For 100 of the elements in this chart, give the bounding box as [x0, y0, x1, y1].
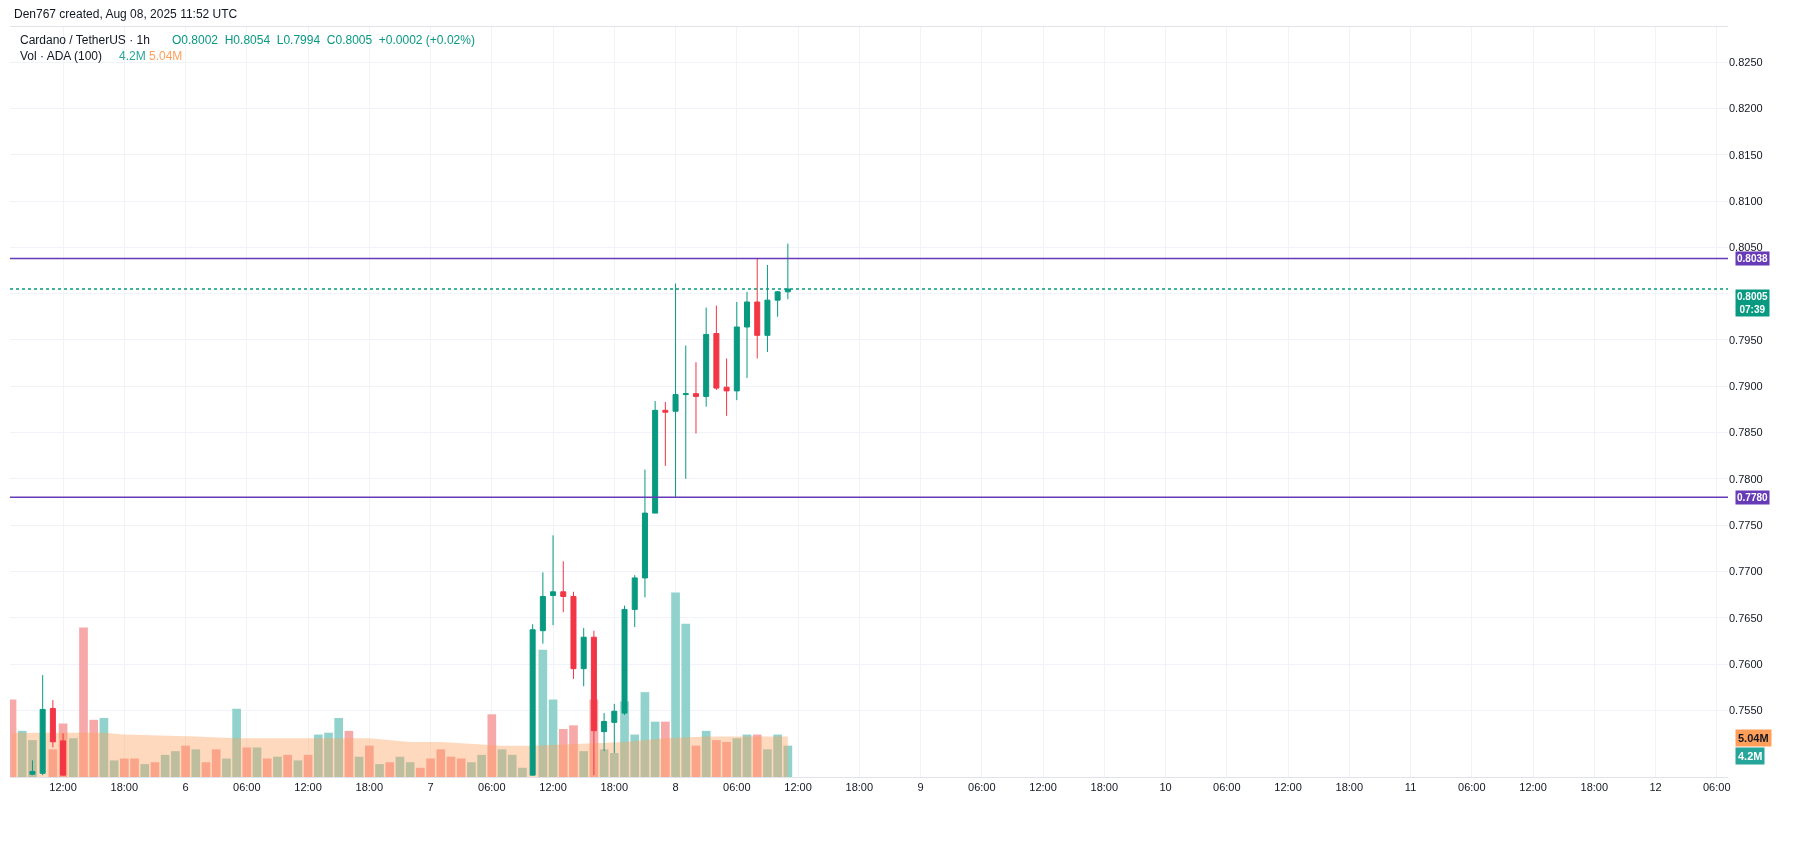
bar [344, 730, 354, 777]
bar [497, 749, 507, 777]
candlestick [682, 345, 689, 480]
x-tick-label: 12:00 [784, 781, 812, 794]
bar [375, 764, 384, 777]
ref-line-label: 0.7780 [1737, 492, 1769, 503]
bar [650, 721, 660, 777]
bar [395, 756, 405, 777]
candlestick [611, 703, 618, 754]
candlestick [703, 307, 710, 408]
x-tick-label: 18:00 [1335, 781, 1364, 794]
y-tick-label: 0.7750 [1729, 519, 1763, 531]
x-tick-label: 18:00 [110, 781, 139, 794]
candlestick [713, 305, 720, 391]
y-tick-label: 0.7850 [1729, 426, 1763, 439]
bar [273, 756, 282, 777]
x-tick-label: 06:00 [1703, 781, 1731, 794]
y-tick-label: 0.7800 [1729, 472, 1763, 485]
bar [303, 754, 313, 777]
candlestick [560, 560, 567, 613]
bar [48, 749, 58, 777]
bar [661, 721, 670, 777]
ref-line-label: 0.8038 [1737, 253, 1769, 264]
y-tick-label: 0.8200 [1729, 102, 1763, 115]
text: O0.8002 H0.8054 L0.7994 C0.8005 +0.0002 (+0.02%) [172, 33, 475, 47]
x-tick-label: 7 [427, 781, 434, 794]
candlestick [539, 571, 546, 645]
bar [293, 760, 303, 777]
x-tick-label: 06:00 [968, 781, 996, 794]
bar [701, 730, 711, 777]
y-tick-label: 0.8250 [1729, 56, 1763, 69]
bar [446, 756, 456, 777]
bar [211, 749, 221, 777]
candlestick [529, 623, 536, 776]
y-tick-label: 0.8050 [1729, 241, 1763, 254]
x-tick-label: 06:00 [1213, 781, 1241, 794]
bar [456, 758, 466, 777]
candlestick [692, 361, 699, 434]
annotation: 5.04M [149, 49, 183, 63]
bar [752, 734, 762, 777]
x-tick-label: 8 [672, 781, 679, 794]
y-tick-label: 0.8150 [1729, 148, 1763, 161]
chart-title: Vol · ADA (100) [20, 49, 103, 63]
bar [487, 714, 497, 777]
candlestick [49, 699, 56, 748]
bar [109, 760, 119, 777]
bar [68, 738, 78, 777]
candlestick [641, 469, 648, 598]
bar [99, 717, 109, 777]
x-tick-label: 12:00 [539, 781, 567, 794]
bar [732, 738, 742, 777]
x-tick-label: 12:00 [49, 781, 77, 794]
candlestick [631, 574, 638, 628]
x-tick-label: 12 [1649, 781, 1662, 794]
candlestick [580, 627, 587, 687]
candlestick [570, 591, 577, 680]
candlestick [39, 674, 46, 776]
bar [691, 745, 701, 777]
x-tick-label: 12:00 [1029, 781, 1057, 794]
x-tick-label: 06:00 [233, 781, 261, 794]
y-tick-label: 0.7650 [1729, 611, 1763, 624]
bar [783, 745, 793, 777]
x-tick-label: 18:00 [355, 781, 384, 794]
x-tick-label: 12:00 [294, 781, 322, 794]
bar [385, 762, 395, 777]
bar [538, 649, 548, 777]
x-tick-label: 06:00 [478, 781, 506, 794]
bar [252, 747, 262, 777]
bar [262, 758, 272, 777]
bar [242, 747, 252, 777]
bar [150, 762, 160, 777]
bar [579, 751, 589, 777]
y-tick-label: 0.7950 [1729, 333, 1763, 346]
y-tick-label: 0.7900 [1729, 380, 1763, 393]
candlestick [662, 401, 669, 467]
candlestick [550, 534, 557, 626]
x-tick-label: 9 [917, 781, 924, 794]
x-tick-label: 18:00 [1090, 781, 1119, 794]
bar [364, 745, 374, 777]
x-tick-label: 11 [1404, 781, 1417, 794]
x-tick-label: 18:00 [600, 781, 629, 794]
candlestick [652, 400, 659, 514]
y-tick-label: 0.7700 [1729, 565, 1763, 578]
candlestick [733, 301, 740, 401]
text: Den767 created, Aug 08, 2025 11:52 UTC [14, 7, 238, 21]
ref-line-label: 0.8005 07:39 [1737, 291, 1769, 315]
bar [742, 734, 752, 777]
candlestick [754, 257, 761, 359]
bar [181, 745, 190, 777]
x-tick-label: 18:00 [1580, 781, 1609, 794]
candlestick [723, 357, 730, 417]
x-tick-label: 06:00 [723, 781, 751, 794]
candlestick [744, 291, 751, 379]
bar [191, 749, 201, 777]
text: 4.2M [1738, 750, 1763, 762]
text: 5.04M [1738, 732, 1769, 744]
bar [599, 749, 609, 777]
bar [548, 699, 558, 777]
y-tick-label: 0.7550 [1729, 704, 1763, 717]
annotation: 4.2M [119, 49, 146, 63]
